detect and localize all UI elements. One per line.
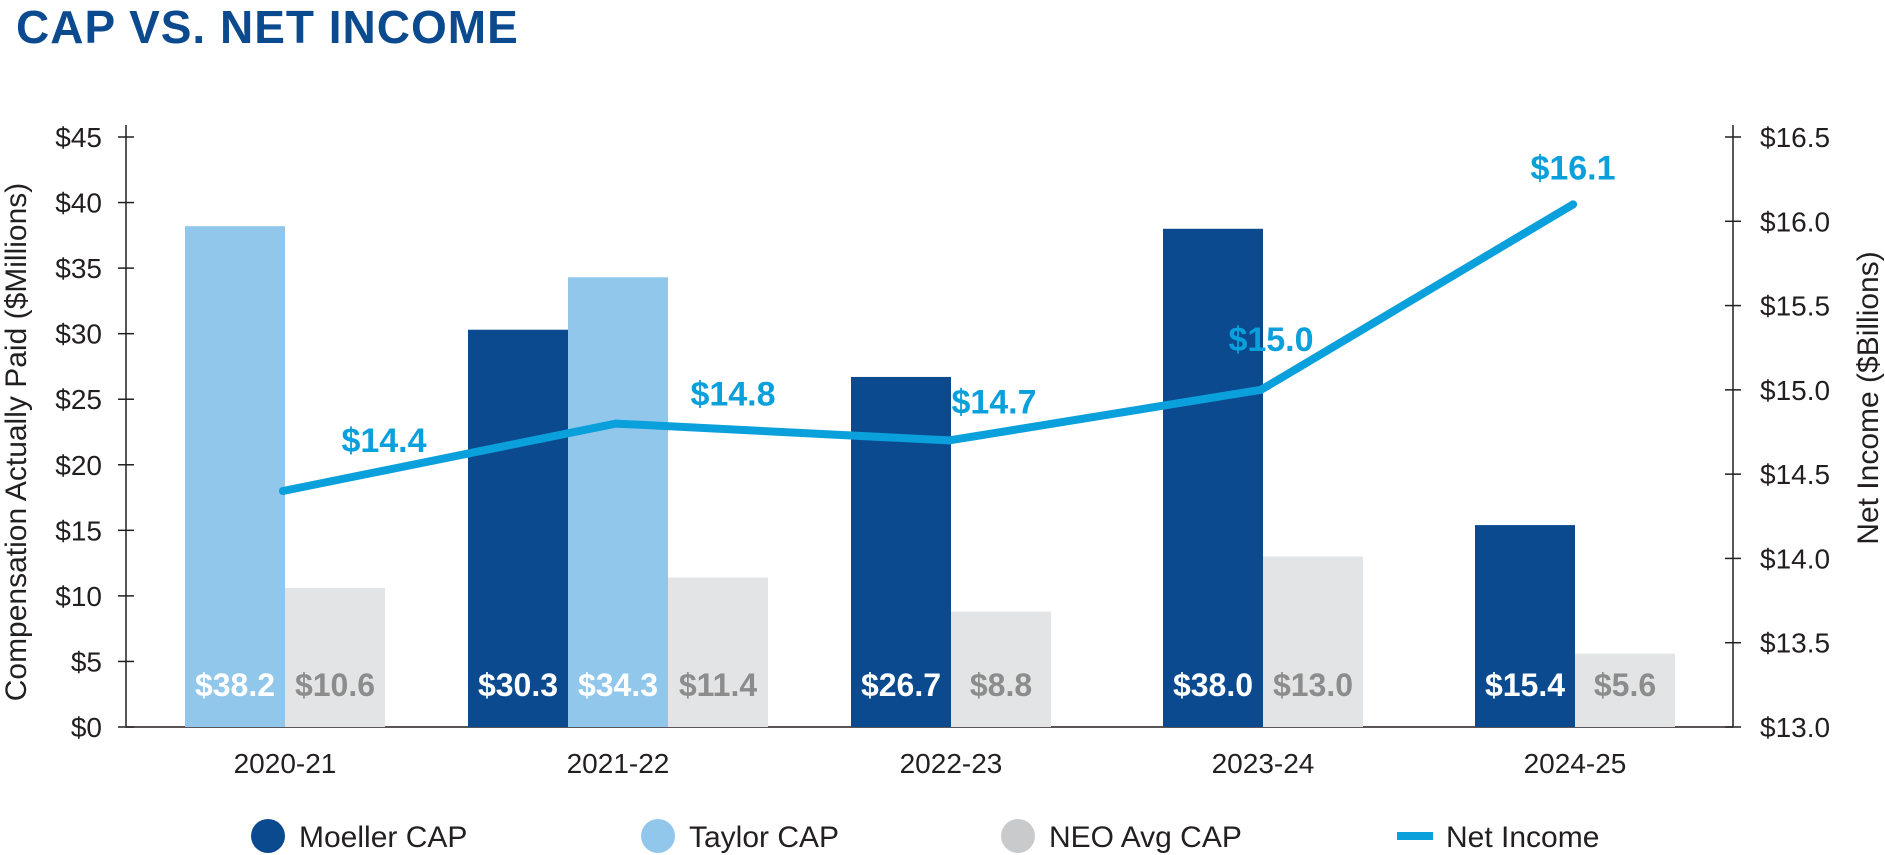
net-income-point bbox=[1257, 385, 1265, 394]
x-tick-label: 2020-21 bbox=[234, 748, 337, 779]
x-tick-label: 2022-23 bbox=[900, 748, 1003, 779]
y-tick-label: $20 bbox=[55, 450, 102, 481]
x-tick-label: 2024-25 bbox=[1524, 748, 1627, 779]
legend-net-income-label: Net Income bbox=[1446, 821, 1599, 854]
y2-tick-label: $14.0 bbox=[1760, 543, 1830, 574]
net-income-point bbox=[279, 487, 287, 495]
x-tick-label: 2023-24 bbox=[1212, 748, 1315, 779]
legend-moeller-label: Moeller CAP bbox=[299, 821, 467, 854]
net-income-label: $16.1 bbox=[1530, 149, 1615, 187]
legend-taylor-label: Taylor CAP bbox=[689, 821, 839, 854]
bar-label-taylor: $34.3 bbox=[578, 667, 658, 703]
y-tick-label: $45 bbox=[55, 122, 102, 153]
y2-tick-label: $15.5 bbox=[1760, 291, 1830, 322]
net-income-point bbox=[945, 436, 953, 445]
y2-tick-label: $16.5 bbox=[1760, 122, 1830, 153]
legend-moeller-swatch bbox=[251, 819, 285, 853]
legend-neo-swatch bbox=[1001, 819, 1035, 853]
bar-label-moeller: $30.3 bbox=[478, 667, 558, 703]
bar-label-neo: $8.8 bbox=[970, 667, 1032, 703]
y-tick-label: $5 bbox=[71, 646, 102, 677]
bar-label-moeller: $26.7 bbox=[861, 667, 941, 703]
net-income-label: $15.0 bbox=[1228, 321, 1313, 359]
bar-neo-cap bbox=[285, 588, 385, 727]
net-income-label: $14.7 bbox=[951, 383, 1036, 421]
bar-neo-cap bbox=[1575, 653, 1675, 727]
net-income-point bbox=[1569, 200, 1577, 209]
net-income-label: $14.8 bbox=[690, 376, 775, 414]
y2-tick-label: $13.0 bbox=[1760, 712, 1830, 743]
legend-taylor-swatch bbox=[641, 819, 675, 853]
bar-moeller-cap bbox=[1475, 525, 1575, 727]
y2-tick-label: $13.5 bbox=[1760, 628, 1830, 659]
bar-taylor-cap bbox=[185, 226, 285, 727]
bar-taylor-cap bbox=[568, 277, 668, 727]
bar-neo-cap bbox=[951, 611, 1051, 727]
bar-label-taylor: $38.2 bbox=[195, 667, 275, 703]
bar-label-moeller: $38.0 bbox=[1173, 667, 1253, 703]
y2-tick-label: $15.0 bbox=[1760, 375, 1830, 406]
y-tick-label: $30 bbox=[55, 319, 102, 350]
bar-label-moeller: $15.4 bbox=[1485, 667, 1565, 703]
y2-tick-label: $16.0 bbox=[1760, 206, 1830, 237]
net-income-label: $14.4 bbox=[341, 422, 426, 460]
bar-neo-cap bbox=[668, 577, 768, 727]
legend-neo-label: NEO Avg CAP bbox=[1049, 821, 1242, 854]
y2-axis-title: Net Income ($Billions) bbox=[1852, 251, 1885, 544]
chart-title: CAP VS. NET INCOME bbox=[16, 1, 519, 53]
y-tick-label: $35 bbox=[55, 253, 102, 284]
x-tick-label: 2021-22 bbox=[567, 748, 670, 779]
y-tick-label: $10 bbox=[55, 581, 102, 612]
bar-label-neo: $11.4 bbox=[679, 667, 758, 703]
bar-label-neo: $10.6 bbox=[295, 667, 375, 703]
y-tick-label: $40 bbox=[55, 188, 102, 219]
y-tick-label: $0 bbox=[71, 712, 102, 743]
net-income-point bbox=[612, 419, 620, 428]
bar-neo-cap bbox=[1263, 556, 1363, 727]
y-tick-label: $25 bbox=[55, 384, 102, 415]
bar-moeller-cap bbox=[468, 329, 568, 727]
bar-label-neo: $13.0 bbox=[1273, 667, 1353, 703]
y-axis-title: Compensation Actually Paid ($Millions) bbox=[0, 183, 33, 702]
y-tick-label: $15 bbox=[55, 515, 102, 546]
bar-moeller-cap bbox=[1163, 228, 1263, 727]
bar-label-neo: $5.6 bbox=[1594, 667, 1656, 703]
y2-tick-label: $14.5 bbox=[1760, 459, 1830, 490]
